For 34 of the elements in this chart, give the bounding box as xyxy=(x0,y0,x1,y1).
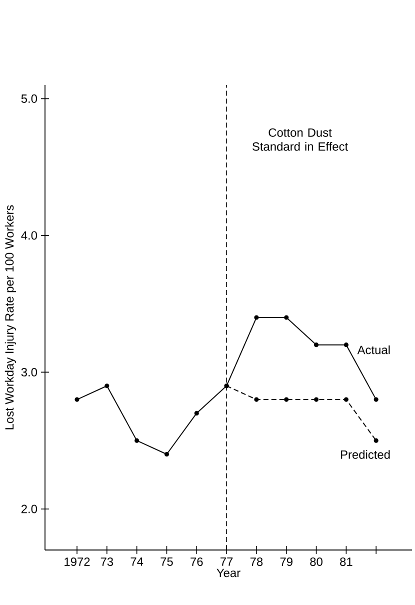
x-tick-label: 1972 xyxy=(64,558,90,566)
series-label: Actual xyxy=(357,345,390,354)
x-tick-label: 73 xyxy=(100,558,114,566)
point xyxy=(344,342,348,348)
point xyxy=(314,342,319,348)
y-tick-label: 3.0 xyxy=(21,368,38,376)
y-axis-title: Lost Workday Injury Rate per 100 Workers xyxy=(4,205,16,430)
y-tick-label: 5.0 xyxy=(21,94,38,103)
x-tick-label: 79 xyxy=(280,558,292,566)
point xyxy=(194,410,199,416)
point xyxy=(284,315,289,320)
y-tick-label: 2.0 xyxy=(21,504,38,514)
x-tick-label: 77 xyxy=(220,558,233,566)
y-tick-label: 4.0 xyxy=(21,231,38,240)
series-label: Predicted xyxy=(341,450,390,459)
point xyxy=(284,397,289,402)
point xyxy=(374,397,378,402)
x-tick-label: 78 xyxy=(250,558,263,566)
point xyxy=(374,438,378,443)
point xyxy=(314,397,319,402)
point xyxy=(164,452,170,457)
point xyxy=(134,438,140,443)
point xyxy=(254,397,259,402)
ref-line-label: Cotton Dust Standard in Effect xyxy=(252,128,348,151)
point xyxy=(344,397,348,402)
point xyxy=(254,315,259,320)
x-axis-title: Year xyxy=(216,568,240,578)
point xyxy=(74,397,80,402)
point xyxy=(104,384,110,388)
x-tick-label: 76 xyxy=(190,558,203,566)
x-tick-label: 80 xyxy=(310,558,322,566)
x-tick-label: 74 xyxy=(130,558,144,566)
x-tick-label: 81 xyxy=(340,558,352,566)
x-tick-label: 75 xyxy=(160,558,173,566)
